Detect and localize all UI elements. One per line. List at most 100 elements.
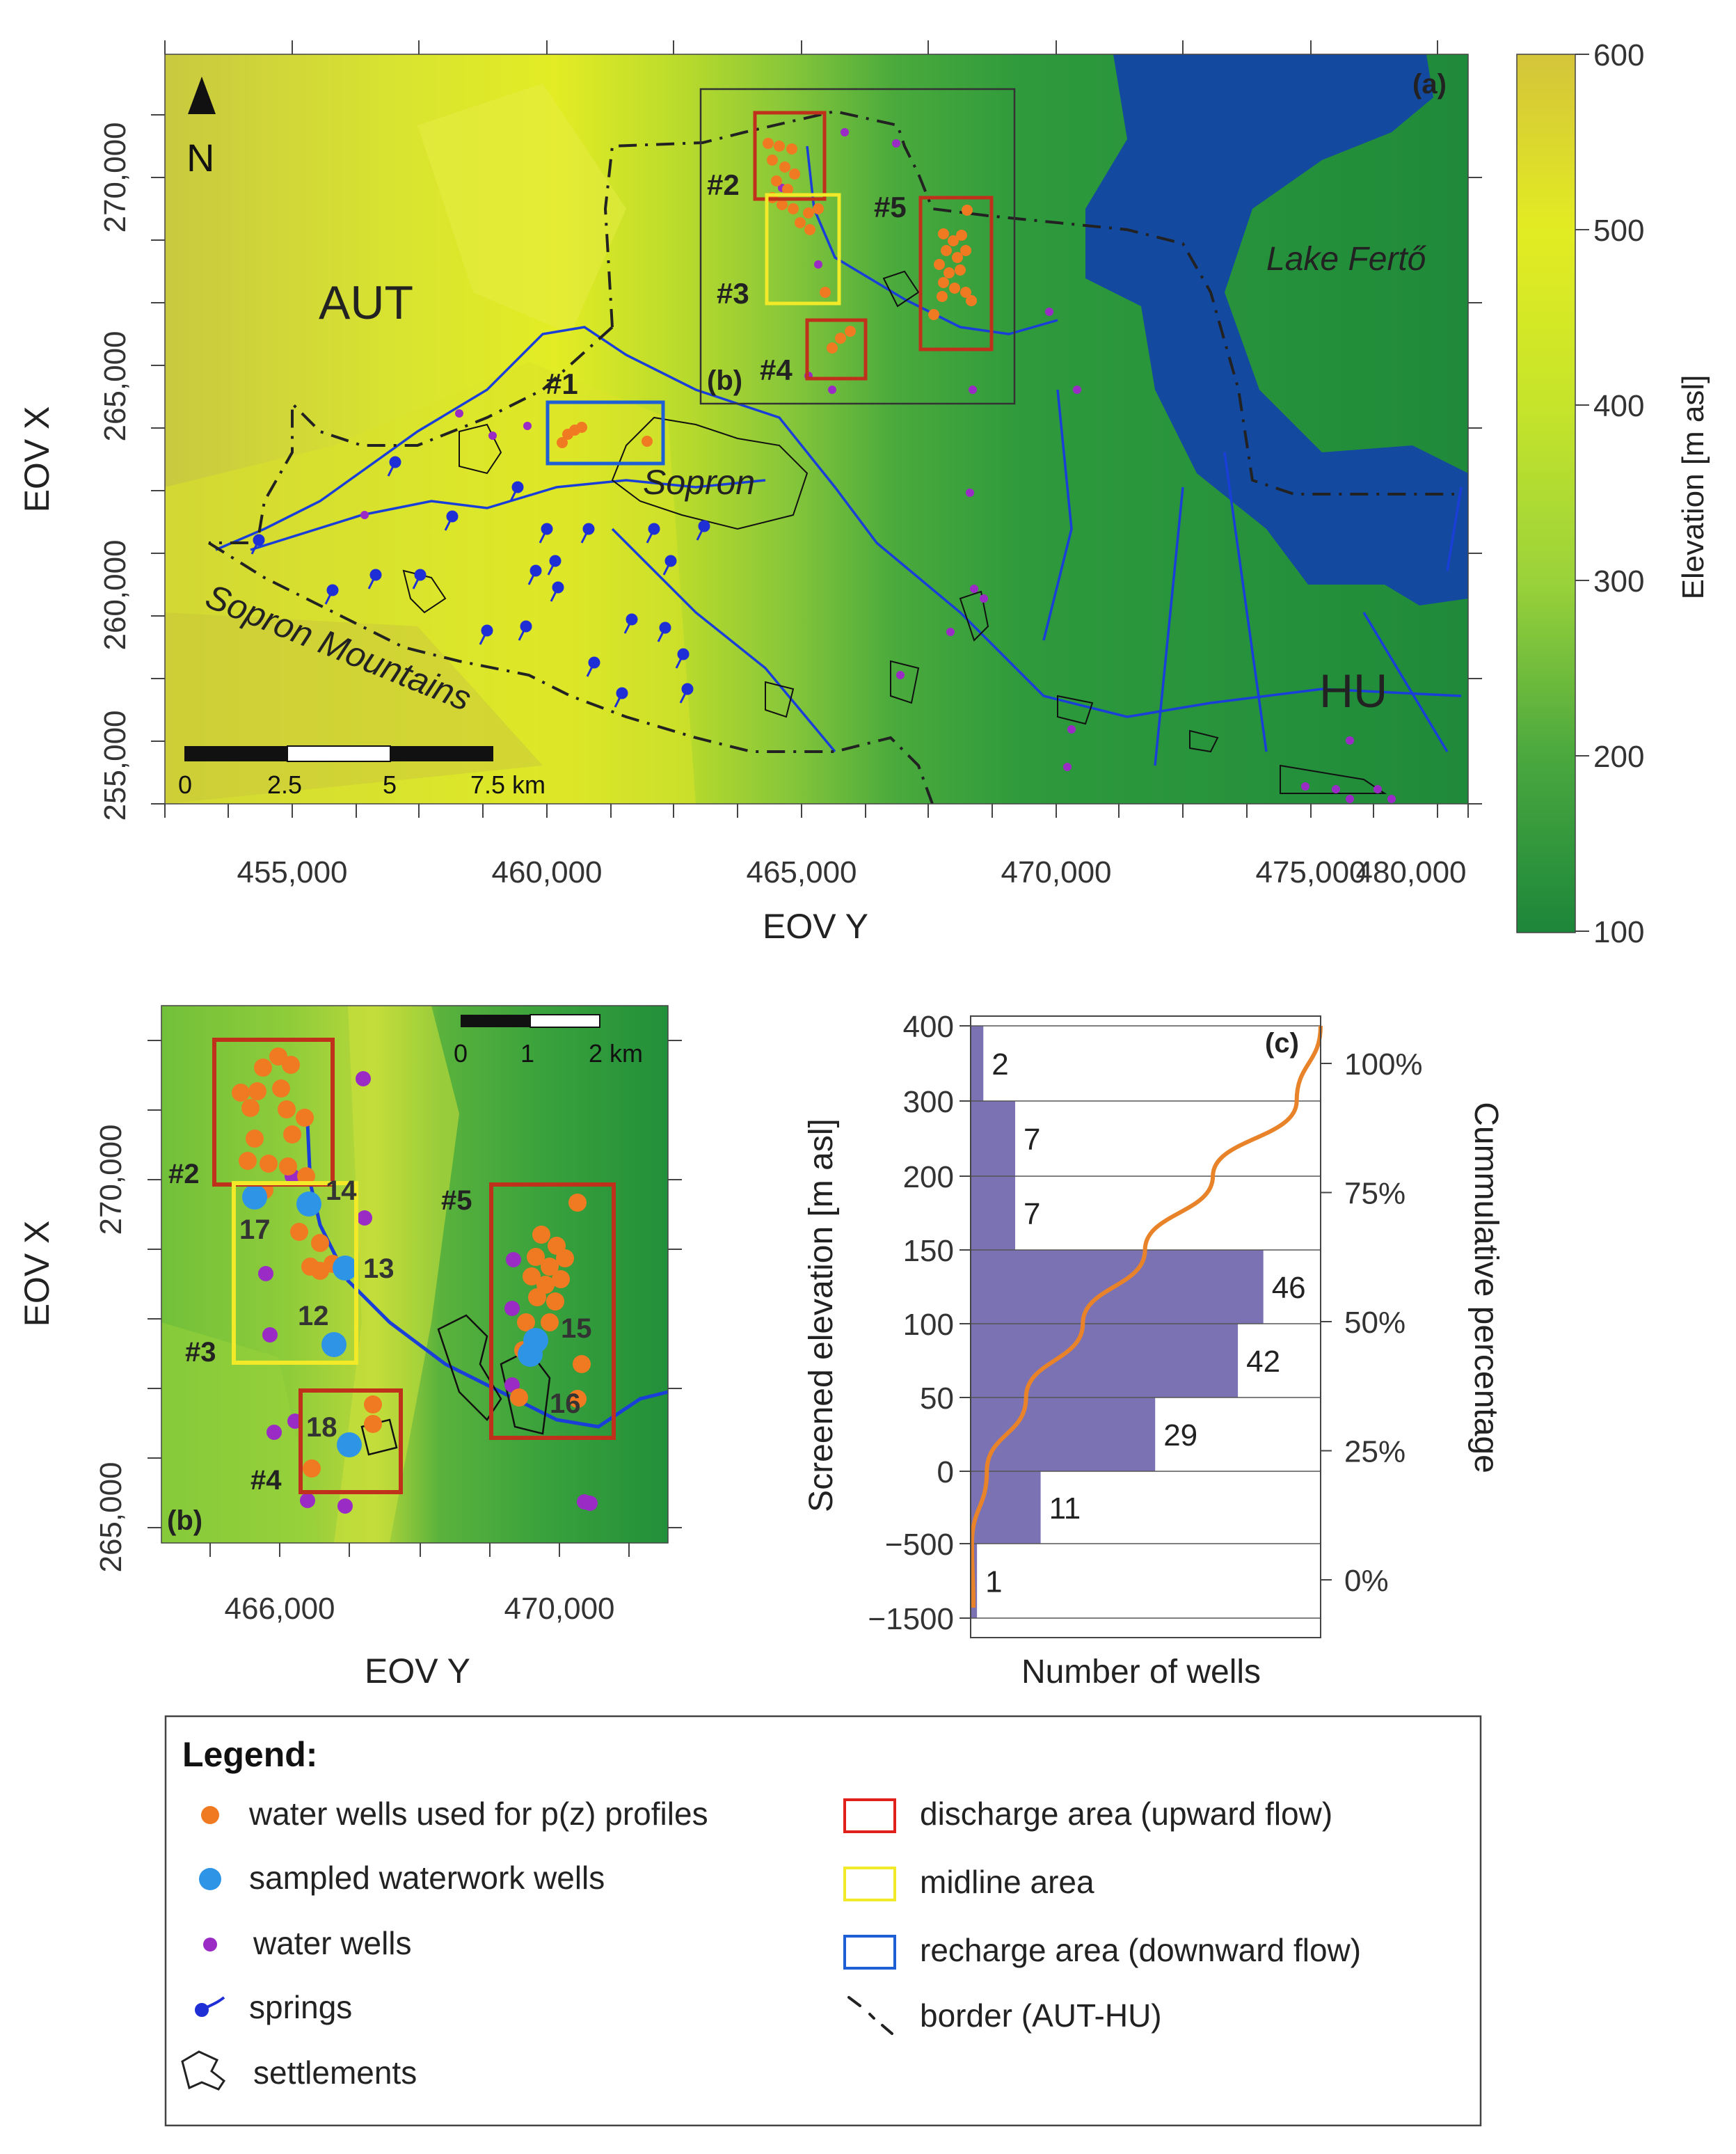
- bar-value-label: 7: [1024, 1197, 1040, 1231]
- border-icon: [847, 1996, 893, 2035]
- scale-bar-b: 0 1 2 km: [454, 1014, 643, 1068]
- legend-swatch-discharge: [843, 1798, 896, 1833]
- panel-a-map: AUT HU Lake Fertő Sopron Sopron Mountain…: [17, 38, 1710, 949]
- sampled-well-14: [296, 1191, 321, 1217]
- legend-label: sampled waterwork wells: [249, 1860, 605, 1896]
- histogram-bar: [971, 1250, 1264, 1324]
- area-box-2: [753, 111, 827, 201]
- elevation-colorbar: 600 500 400 300 200 100 Elevation [m asl…: [1516, 38, 1710, 949]
- histogram-bar: [971, 1026, 984, 1101]
- y-tick-b: 270,000: [94, 1124, 128, 1235]
- north-arrow-icon: [188, 77, 216, 114]
- y-tick-b: 265,000: [94, 1462, 128, 1572]
- area-box-b-5: [489, 1182, 616, 1440]
- svg-text:0: 0: [178, 770, 192, 799]
- bar-value-label: 1: [985, 1565, 1002, 1599]
- scale-bar-a: 0 2.5 5 7.5 km: [178, 745, 546, 799]
- histogram-bar: [971, 1471, 1041, 1544]
- area-box-3: [765, 193, 841, 306]
- bar-value-label: 2: [992, 1047, 1008, 1082]
- x-axis-label-b: EOV Y: [365, 1652, 470, 1690]
- y2-tick-label: 75%: [1344, 1177, 1405, 1211]
- legend-label: midline area: [920, 1864, 1094, 1900]
- svg-text:600: 600: [1593, 38, 1644, 72]
- y-tick-label: 0: [937, 1455, 954, 1489]
- histogram-bar: [971, 1101, 1016, 1176]
- y-tick-label: 400: [903, 1010, 954, 1044]
- x-tick-a: 470,000: [1001, 855, 1111, 889]
- y2-tick-label: 100%: [1344, 1047, 1423, 1082]
- svg-text:200: 200: [1593, 740, 1644, 774]
- area-label-b-4: #4: [250, 1465, 282, 1496]
- legend-title: Legend:: [182, 1735, 317, 1774]
- cumulative-line: [969, 1025, 1323, 1608]
- histogram-bar: [971, 1544, 978, 1618]
- legend-label: settlements: [253, 2054, 417, 2091]
- well-label-12: 12: [298, 1301, 329, 1331]
- x-tick-a: 460,000: [491, 855, 602, 889]
- well-label-13: 13: [363, 1253, 395, 1284]
- y2-axis-label-c: Cummulative percentage: [1467, 1102, 1504, 1473]
- spring-icon: [195, 1996, 225, 2017]
- svg-text:0: 0: [454, 1039, 468, 1068]
- legend-label: water wells used for p(z) profiles: [248, 1796, 708, 1832]
- well-label-18: 18: [306, 1412, 337, 1443]
- y-tick-label: −1500: [868, 1602, 954, 1636]
- histogram-bar: [971, 1176, 1016, 1250]
- y2-tick-label: 0%: [1344, 1564, 1389, 1598]
- settlement-icon: [181, 2050, 226, 2091]
- y-axis-label-a: EOV X: [17, 406, 56, 513]
- map-label-sopron: Sopron: [643, 463, 755, 502]
- x-tick-a: 480,000: [1355, 855, 1466, 889]
- legend-swatch-midline: [843, 1867, 896, 1901]
- bar-value-label: 46: [1272, 1271, 1306, 1305]
- extent-label-b: (b): [707, 365, 742, 396]
- svg-text:400: 400: [1593, 389, 1644, 423]
- well-label-14: 14: [326, 1175, 357, 1206]
- x-axis-label-a: EOV Y: [763, 907, 868, 946]
- panel-b-tag: (b): [167, 1505, 202, 1536]
- legend-label: springs: [249, 1989, 352, 2025]
- legend-swatch-recharge: [843, 1935, 896, 1970]
- panel-c-tag: (c): [1265, 1028, 1299, 1059]
- legend-swatch-sampled-wells: [199, 1868, 221, 1890]
- colorbar-title: Elevation [m asl]: [1676, 375, 1710, 600]
- area-box-4: [805, 318, 868, 381]
- area-label-2: #2: [707, 168, 740, 201]
- legend-label: water wells: [253, 1925, 412, 1961]
- sampled-well-17: [242, 1185, 267, 1210]
- well-label-15: 15: [561, 1313, 592, 1344]
- area-box-b-4: [298, 1388, 403, 1494]
- area-label-b-5: #5: [441, 1185, 472, 1216]
- y-axis-label-b: EOV X: [17, 1221, 56, 1327]
- y-tick-label: 200: [903, 1160, 954, 1194]
- map-label-hu: HU: [1319, 665, 1387, 718]
- y-tick-a: 270,000: [98, 122, 132, 232]
- sampled-well-16: [518, 1342, 543, 1367]
- area-box-1: [546, 400, 665, 466]
- y-tick-label: 300: [903, 1085, 954, 1119]
- extent-box-b: [699, 88, 1016, 405]
- area-box-b-3: [232, 1181, 358, 1365]
- bar-value-label: 7: [1024, 1123, 1040, 1157]
- lake-ferto: [1085, 54, 1468, 605]
- area-label-b-3: #3: [185, 1337, 216, 1368]
- border-aut-hu: [207, 109, 1454, 804]
- svg-text:100: 100: [1593, 915, 1644, 949]
- legend-swatch-profile-wells: [201, 1806, 219, 1824]
- y-tick-label: 50: [920, 1381, 954, 1416]
- area-label-5: #5: [874, 191, 907, 223]
- river-b: [305, 1123, 668, 1429]
- y-tick-a: 260,000: [98, 539, 132, 650]
- x-tick-a: 465,000: [746, 855, 857, 889]
- map-label-lake: Lake Fertő: [1266, 241, 1427, 278]
- svg-text:7.5 km: 7.5 km: [470, 770, 546, 799]
- legend-label: recharge area (downward flow): [920, 1932, 1361, 1968]
- area-label-1: #1: [546, 367, 578, 400]
- sampled-well-13: [333, 1256, 358, 1281]
- histogram-bar: [971, 1397, 1156, 1471]
- svg-text:300: 300: [1593, 564, 1644, 599]
- settlement-sopron: [611, 416, 809, 530]
- x-tick-a: 475,000: [1255, 855, 1366, 889]
- legend-label: border (AUT-HU): [920, 1997, 1162, 2034]
